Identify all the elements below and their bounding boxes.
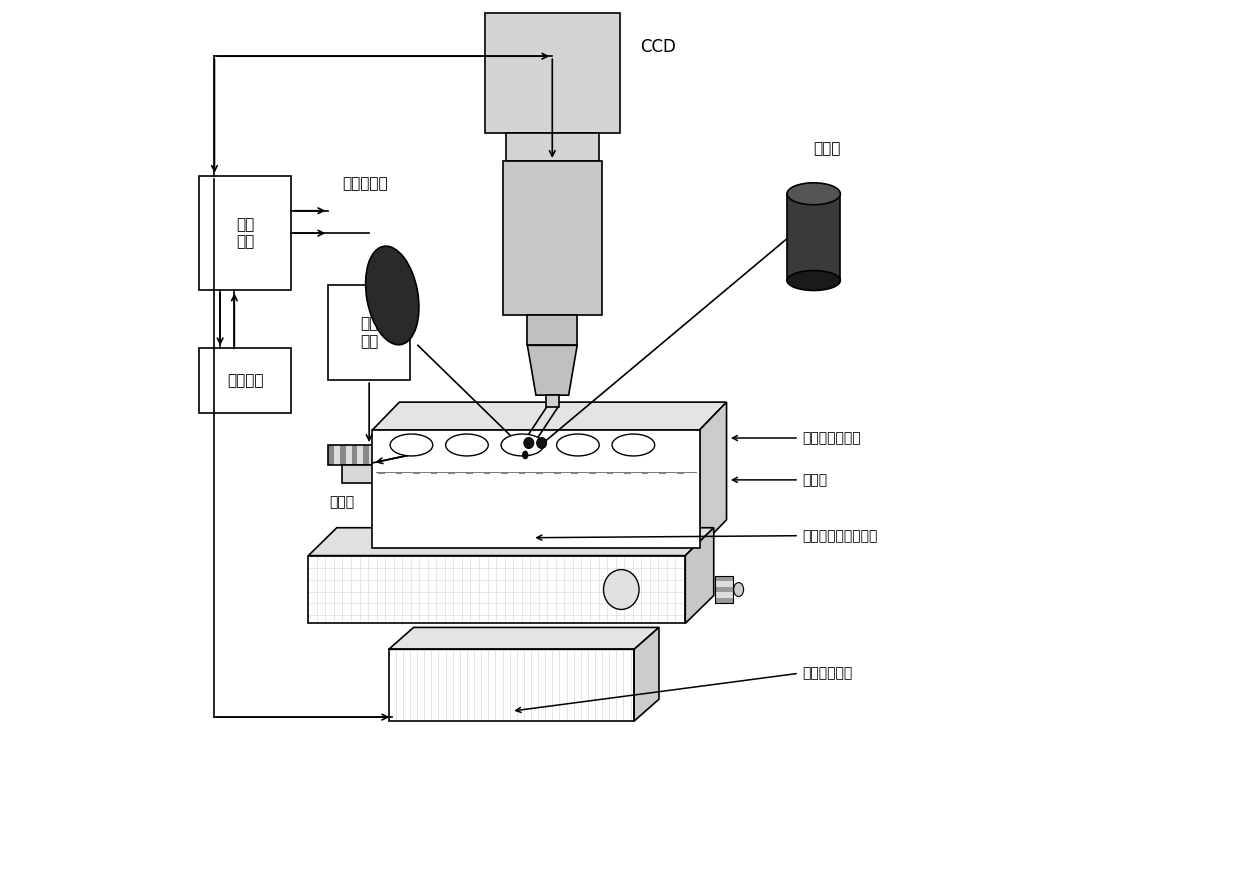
Polygon shape [787,194,840,280]
Ellipse shape [733,583,743,597]
Ellipse shape [523,451,528,459]
Polygon shape [700,402,726,548]
Text: 驱动
模块: 驱动 模块 [361,316,378,349]
Ellipse shape [612,434,654,456]
Bar [715,575,733,581]
Polygon shape [634,628,659,721]
Text: 控制模块: 控制模块 [227,373,263,388]
Bar [198,348,291,413]
Ellipse shape [446,434,488,456]
Bar [399,445,404,465]
Bar [380,445,387,465]
Ellipse shape [501,434,544,456]
Ellipse shape [524,438,534,448]
Ellipse shape [390,434,432,456]
Ellipse shape [536,438,546,448]
Bar [404,445,410,465]
Bar [346,445,352,465]
Ellipse shape [787,271,840,291]
Text: 光电探测器: 光电探测器 [342,176,388,191]
Bar [715,598,733,604]
Bar [375,445,380,465]
Bar [389,650,634,721]
Bar [484,13,620,133]
Bar [503,161,602,316]
Text: 细胞和磁性纳米粒子: 细胞和磁性纳米粒子 [803,529,878,543]
Bar [358,445,363,465]
Bar [342,465,395,483]
Polygon shape [309,528,714,556]
Ellipse shape [787,183,840,205]
Bar [715,575,733,604]
Polygon shape [685,528,714,623]
Text: 激光器: 激光器 [814,141,841,156]
Polygon shape [389,628,659,650]
Bar [339,445,346,465]
Bar [506,133,598,161]
Text: 悬臂和磁性探针: 悬臂和磁性探针 [803,431,861,445]
Bar [363,445,369,465]
Text: 三维位移平台: 三维位移平台 [803,667,852,681]
Bar [546,395,559,408]
Polygon shape [373,402,726,430]
Bar [198,176,291,291]
Ellipse shape [366,246,419,345]
Ellipse shape [603,569,639,609]
Bar [715,592,733,598]
Text: 液体池: 液体池 [803,473,828,487]
Text: CCD: CCD [639,38,675,57]
Bar [715,587,733,592]
Bar [387,445,393,465]
Bar [328,445,335,465]
Bar [373,430,700,548]
Text: 显示
模块: 显示 模块 [235,217,254,249]
Bar [328,286,410,380]
Ellipse shape [556,434,600,456]
Bar [715,581,733,587]
Polygon shape [528,346,577,395]
Bar [528,316,577,346]
Bar [352,445,358,465]
Bar [393,445,399,465]
Bar [309,556,685,623]
Bar [328,445,410,465]
Bar [335,445,339,465]
Bar [369,445,375,465]
Text: 压电片: 压电片 [330,495,354,509]
